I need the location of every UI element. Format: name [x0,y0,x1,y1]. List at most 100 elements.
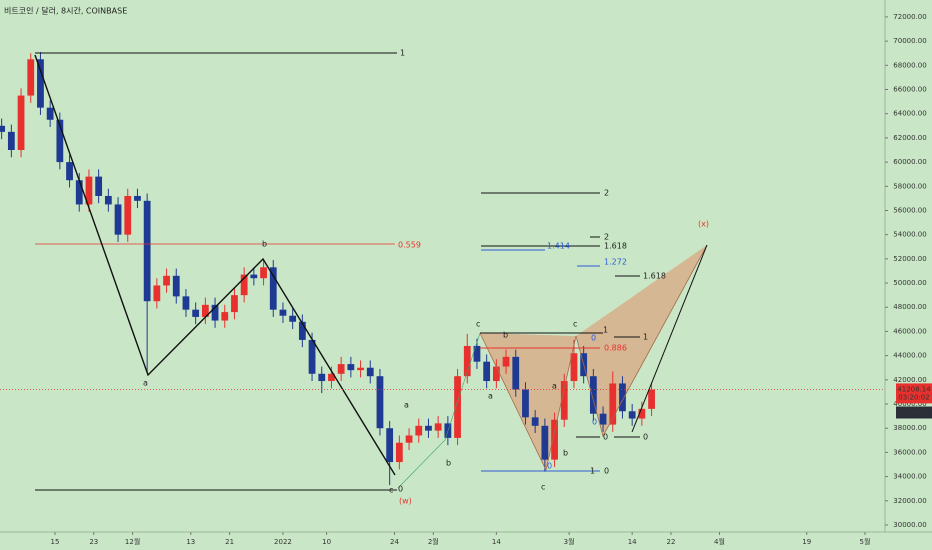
candle-body [425,425,432,431]
candle-body [308,339,316,374]
candle-body [318,373,326,382]
level-label: 1 [400,49,405,58]
y-tick-label: 56000.00 [893,206,926,214]
candle-body [27,59,35,96]
candle-body [386,428,394,463]
candle-body [269,267,277,310]
candle-body [46,107,54,120]
y-tick-label: 66000.00 [893,86,926,94]
candle-body [201,304,209,317]
x-tick-label: 2월 [428,537,439,546]
wave-label: c [541,483,545,492]
y-tick-label: 58000.00 [893,182,926,190]
x-tick-label: 2022 [274,538,292,546]
candle-body [231,295,238,313]
y-tick-label: 34000.00 [893,473,926,481]
wave-label: b [563,449,568,458]
candles [0,52,655,486]
y-tick-label: 36000.00 [893,448,926,456]
marked-price-label: 39298.10 [897,409,930,417]
y-tick-label: 72000.00 [893,13,926,21]
drawings [34,52,708,491]
x-tick-label: 10 [322,538,331,546]
y-tick-label: 54000.00 [893,231,926,239]
x-tick-label: 15 [51,538,60,546]
candle-body [357,367,364,371]
candle-body [483,361,491,382]
last-price-label: 41208.14 [897,385,931,393]
wave-label: c [389,486,393,495]
wave-label: a [143,379,148,388]
y-tick-label: 46000.00 [893,327,926,335]
level-label: 0 [547,462,552,471]
candle-body [395,442,403,463]
y-tick-label: 68000.00 [893,61,926,69]
candle-body [95,176,103,196]
candle-body [192,309,200,317]
x-tick-label: 13 [186,538,195,546]
level-label: 0 [604,467,609,476]
x-tick-label: 12월 [125,537,140,546]
candle-body [541,425,549,460]
candle-body [512,356,520,390]
x-tick-label: 24 [390,538,399,546]
candle-body [298,321,306,340]
candle-body [328,373,335,382]
candle-body [463,345,471,377]
level-label: 1 [643,333,648,342]
wave-label: b [503,331,508,340]
level-label: 0 [643,433,648,442]
axes: 72000.00 70000.00 68000.00 66000.00 64000.00… [0,13,932,546]
candle-body [619,383,626,412]
wave-label: b [446,459,451,468]
candle-body [56,119,64,163]
x-tick-label: 19 [802,538,811,546]
fib-line [397,332,481,489]
candle-body [114,204,122,235]
candle-body [560,381,568,420]
candle-body [522,389,529,418]
level-label: 1.272 [604,258,627,267]
candle-body [638,408,646,419]
y-tick-label: 64000.00 [893,110,926,118]
level-label: 1.618 [643,272,666,281]
pattern-line [479,244,708,472]
candle-body [599,413,607,425]
level-label: 0 [398,485,403,494]
wave-line [34,54,396,476]
candle-body [182,296,190,310]
y-tick-label: 62000.00 [893,134,926,142]
level-label: 1 [590,467,595,476]
candle-body [172,275,180,297]
candle-body [143,200,151,302]
pattern-triangle [576,245,707,436]
y-tick-label: 60000.00 [893,158,926,166]
candle-body [589,376,597,414]
candle-body [279,309,287,316]
y-tick-label: 50000.00 [893,279,926,287]
candle-body [531,417,539,426]
candle-body [473,345,481,362]
y-tick-label: 44000.00 [893,352,926,360]
candle-body [240,274,248,296]
level-label: 0 [603,433,608,442]
x-tick-label: 23 [89,538,98,546]
x-tick-label: 14 [628,538,637,546]
candle-body [376,376,384,429]
candle-body [454,376,461,438]
last-price-tag [896,383,932,404]
candle-body [134,195,141,201]
candle-body [347,364,355,371]
y-tick-label: 32000.00 [893,497,926,505]
candle-body [250,274,258,279]
candle-body [124,195,132,235]
candle-body [37,59,44,108]
candle-body [211,304,219,321]
x-tick-label: 14 [492,538,501,546]
candle-body [163,275,170,286]
projection-line [631,244,708,433]
marked-price-tag [896,406,932,419]
level-label: 1.414 [547,242,570,251]
